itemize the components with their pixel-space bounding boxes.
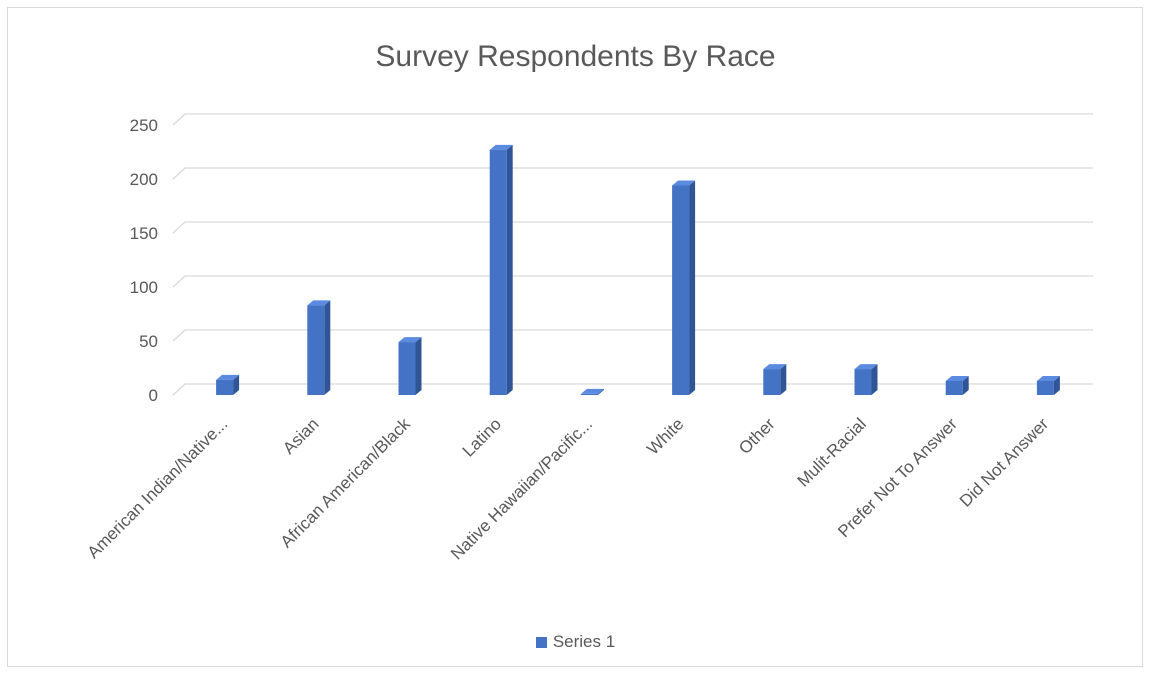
bar-top: [763, 364, 787, 370]
gridline: [172, 221, 1093, 234]
gridline: [172, 383, 1093, 396]
x-tick-label: Did Not Answer: [956, 414, 1053, 511]
bar: [672, 180, 696, 395]
bar-top: [216, 374, 240, 380]
gridline: [172, 167, 1093, 180]
bar-side: [1053, 375, 1060, 395]
y-tick-label: 250: [130, 116, 158, 135]
bar-front: [854, 369, 872, 395]
bar-top: [945, 375, 969, 381]
bar-side: [324, 300, 331, 395]
bar-side: [597, 388, 604, 395]
bar-top: [580, 388, 604, 394]
bar-side: [415, 337, 422, 395]
bar-front: [672, 185, 690, 395]
x-tick-label: White: [643, 414, 687, 458]
bar-side: [871, 364, 878, 395]
gridline: [172, 329, 1093, 342]
bar: [945, 375, 969, 395]
x-tick-label: Latino: [459, 414, 505, 460]
bar: [489, 144, 513, 395]
bars: [216, 144, 1060, 395]
grid-lines: [172, 113, 1093, 396]
legend: Series 1: [0, 632, 1151, 652]
bar-side: [689, 180, 696, 395]
legend-swatch-series-1: [535, 636, 547, 648]
bar: [398, 337, 422, 395]
bar: [580, 388, 604, 395]
bar-top: [307, 300, 331, 306]
gridline: [172, 275, 1093, 288]
bar-front: [945, 380, 963, 395]
bar-side: [962, 375, 969, 395]
bar: [763, 364, 787, 395]
bar-front: [1036, 380, 1054, 395]
bar: [307, 300, 331, 395]
bar-top: [672, 180, 696, 186]
bar-side: [233, 374, 240, 395]
bar-front: [398, 342, 416, 395]
bar-top: [1036, 375, 1060, 381]
bar-top: [489, 144, 513, 150]
bar-side: [780, 364, 787, 395]
x-tick-label: American Indian/Native...: [84, 414, 232, 562]
bar: [1036, 375, 1060, 395]
y-tick-label: 50: [139, 332, 158, 351]
x-tick-label: Asian: [279, 414, 323, 458]
gridline: [172, 113, 1093, 126]
bar-front: [216, 379, 234, 395]
x-tick-label: Other: [735, 414, 779, 458]
bar-front: [307, 305, 325, 395]
y-axis-tick-labels: 0 50 100 150 200 250: [130, 116, 158, 405]
bar-front: [580, 393, 598, 395]
y-tick-label: 150: [130, 224, 158, 243]
y-tick-label: 100: [130, 278, 158, 297]
x-tick-label: Mulit-Racial: [794, 414, 870, 490]
bar-front: [489, 149, 507, 395]
bar-front: [763, 369, 781, 395]
y-tick-label: 0: [149, 386, 158, 405]
bar: [854, 364, 878, 395]
chart-frame: [7, 7, 1143, 667]
bar-top: [398, 337, 422, 343]
bar-top: [854, 364, 878, 370]
bar: [216, 374, 240, 395]
chart-title: Survey Respondents By Race: [375, 40, 776, 73]
bar-side: [506, 144, 513, 395]
legend-label-series-1: Series 1: [552, 632, 616, 651]
y-tick-label: 200: [130, 170, 158, 189]
